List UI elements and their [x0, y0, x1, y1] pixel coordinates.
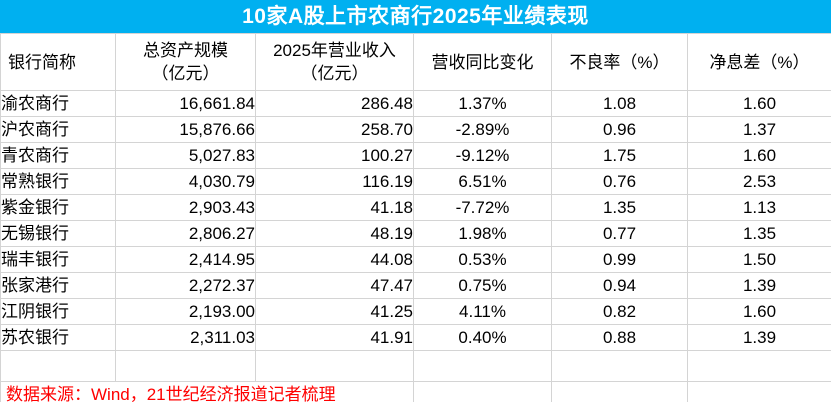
- data-source-note: 数据来源：Wind，21世纪经济报道记者梳理: [0, 381, 414, 402]
- cell-bank: 苏农银行: [0, 324, 116, 351]
- cell-bank: 青农商行: [0, 142, 116, 169]
- cell-nim: 1.39: [687, 324, 831, 351]
- table-row: 沪农商行 15,876.66 258.70 -2.89% 0.96 1.37: [0, 116, 831, 143]
- cell-revenue: 258.70: [255, 116, 414, 143]
- cell-bank: 沪农商行: [0, 116, 116, 143]
- table-row: 张家港行 2,272.37 47.47 0.75% 0.94 1.39: [0, 272, 831, 299]
- cell-nim: 2.53: [687, 168, 831, 195]
- cell-assets: 4,030.79: [115, 168, 256, 195]
- cell-assets: 2,806.27: [115, 220, 256, 247]
- cell-revenue: 100.27: [255, 142, 414, 169]
- cell-npl: 0.99: [551, 246, 688, 273]
- cell-revenue: 44.08: [255, 246, 414, 273]
- cell-assets: 16,661.84: [115, 90, 256, 117]
- cell-assets: 5,027.83: [115, 142, 256, 169]
- empty-row: [0, 350, 831, 382]
- cell-npl: 0.76: [551, 168, 688, 195]
- table-row: 瑞丰银行 2,414.95 44.08 0.53% 0.99 1.50: [0, 246, 831, 273]
- column-header-npl-ratio: 不良率（%）: [551, 33, 688, 91]
- banks-performance-table: 银行简称 总资产规模 （亿元） 2025年营业收入 （亿元） 营收同比变化 不良…: [0, 33, 831, 402]
- cell-assets: 2,903.43: [115, 194, 256, 221]
- column-header-revenue-yoy: 营收同比变化: [413, 33, 552, 91]
- cell-assets: 2,414.95: [115, 246, 256, 273]
- cell-bank: 张家港行: [0, 272, 116, 299]
- cell-revenue: 286.48: [255, 90, 414, 117]
- cell-npl: 0.88: [551, 324, 688, 351]
- footer-row: 数据来源：Wind，21世纪经济报道记者梳理: [0, 381, 831, 402]
- cell-bank: 紫金银行: [0, 194, 116, 221]
- cell-bank: 瑞丰银行: [0, 246, 116, 273]
- table-row: 紫金银行 2,903.43 41.18 -7.72% 1.35 1.13: [0, 194, 831, 221]
- header-row: 银行简称 总资产规模 （亿元） 2025年营业收入 （亿元） 营收同比变化 不良…: [0, 33, 831, 91]
- cell-revenue: 116.19: [255, 168, 414, 195]
- cell-npl: 1.35: [551, 194, 688, 221]
- cell-assets: 2,272.37: [115, 272, 256, 299]
- cell-bank: 无锡银行: [0, 220, 116, 247]
- cell-revenue-yoy: 1.98%: [413, 220, 552, 247]
- column-header-nim: 净息差（%）: [687, 33, 831, 91]
- cell-assets: 15,876.66: [115, 116, 256, 143]
- cell-npl: 1.08: [551, 90, 688, 117]
- cell-revenue: 41.91: [255, 324, 414, 351]
- cell-npl: 0.96: [551, 116, 688, 143]
- cell-bank: 渝农商行: [0, 90, 116, 117]
- cell-nim: 1.60: [687, 90, 831, 117]
- table-row: 青农商行 5,027.83 100.27 -9.12% 1.75 1.60: [0, 142, 831, 169]
- cell-revenue-yoy: 4.11%: [413, 298, 552, 325]
- cell-nim: 1.39: [687, 272, 831, 299]
- cell-revenue-yoy: -9.12%: [413, 142, 552, 169]
- cell-nim: 1.60: [687, 298, 831, 325]
- table-row: 无锡银行 2,806.27 48.19 1.98% 0.77 1.35: [0, 220, 831, 247]
- cell-revenue: 41.25: [255, 298, 414, 325]
- cell-revenue-yoy: 0.40%: [413, 324, 552, 351]
- cell-nim: 1.50: [687, 246, 831, 273]
- cell-revenue-yoy: 0.75%: [413, 272, 552, 299]
- cell-revenue-yoy: 6.51%: [413, 168, 552, 195]
- cell-revenue: 48.19: [255, 220, 414, 247]
- cell-revenue-yoy: 0.53%: [413, 246, 552, 273]
- cell-revenue: 41.18: [255, 194, 414, 221]
- cell-assets: 2,193.00: [115, 298, 256, 325]
- table-row: 苏农银行 2,311.03 41.91 0.40% 0.88 1.39: [0, 324, 831, 351]
- cell-bank: 江阴银行: [0, 298, 116, 325]
- cell-nim: 1.37: [687, 116, 831, 143]
- cell-revenue-yoy: -7.72%: [413, 194, 552, 221]
- cell-assets: 2,311.03: [115, 324, 256, 351]
- table-row: 常熟银行 4,030.79 116.19 6.51% 0.76 2.53: [0, 168, 831, 195]
- column-header-total-assets: 总资产规模 （亿元）: [115, 33, 256, 91]
- cell-npl: 0.77: [551, 220, 688, 247]
- column-header-bank: 银行简称: [0, 33, 116, 91]
- table-row: 江阴银行 2,193.00 41.25 4.11% 0.82 1.60: [0, 298, 831, 325]
- cell-npl: 0.82: [551, 298, 688, 325]
- column-header-revenue-2025: 2025年营业收入 （亿元）: [255, 33, 414, 91]
- cell-revenue: 47.47: [255, 272, 414, 299]
- cell-revenue-yoy: -2.89%: [413, 116, 552, 143]
- cell-bank: 常熟银行: [0, 168, 116, 195]
- cell-npl: 1.75: [551, 142, 688, 169]
- page-title: 10家A股上市农商行2025年业绩表现: [0, 0, 831, 33]
- table-row: 渝农商行 16,661.84 286.48 1.37% 1.08 1.60: [0, 90, 831, 117]
- cell-nim: 1.60: [687, 142, 831, 169]
- cell-revenue-yoy: 1.37%: [413, 90, 552, 117]
- cell-nim: 1.13: [687, 194, 831, 221]
- cell-npl: 0.94: [551, 272, 688, 299]
- cell-nim: 1.35: [687, 220, 831, 247]
